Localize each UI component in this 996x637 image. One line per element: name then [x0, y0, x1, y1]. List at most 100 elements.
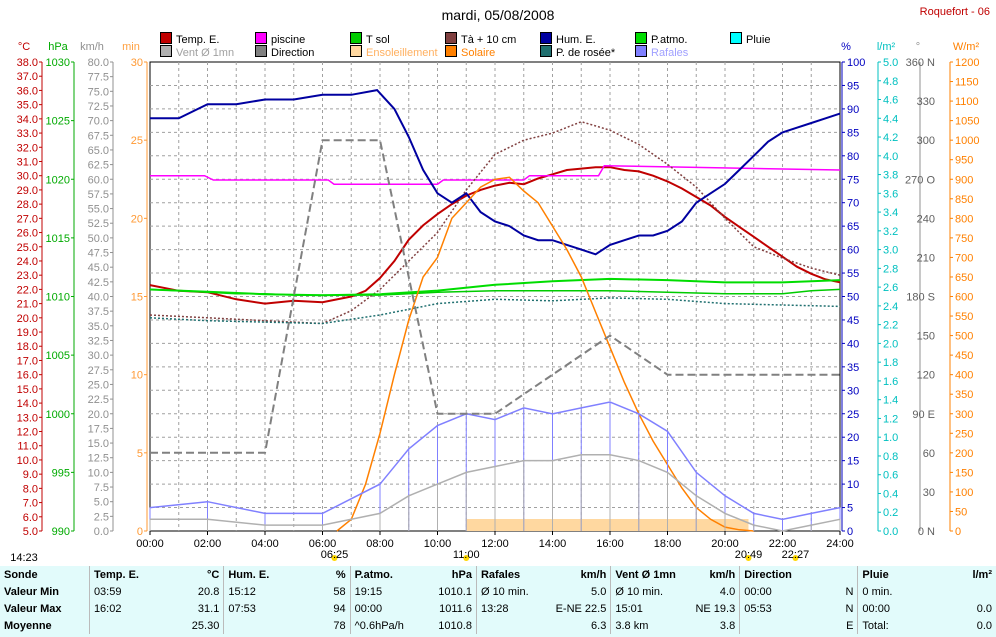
rain-axis-tick-label: 0.0 — [883, 526, 898, 538]
wind-axis-tick-label: 60.0 — [88, 174, 109, 186]
stats-cell: 25.30 — [191, 619, 220, 632]
legend-swatch — [445, 32, 457, 44]
direction-axis-tick-label: 150 — [917, 331, 935, 343]
pressure-axis-tick-label: 1005 — [46, 350, 70, 362]
wind-axis-tick-label: 5.0 — [94, 497, 109, 509]
legend-swatch — [635, 32, 647, 44]
sun-axis-tick-label: 15 — [131, 292, 143, 304]
stats-cell: 1011.6 — [439, 602, 472, 615]
x-tick-label: 06:00 — [309, 538, 337, 550]
wind-axis-tick-label: 0.0 — [94, 526, 109, 538]
legend-label: Vent Ø 1mn — [176, 47, 235, 59]
legend-swatch — [160, 32, 172, 44]
series-vent-1mn — [150, 454, 841, 532]
humidity-axis-tick-label: 90 — [847, 104, 859, 116]
direction-axis-tick-label: 30 — [923, 487, 935, 499]
wind-axis-tick-label: 67.5 — [88, 130, 109, 142]
marker-sunset-dot — [745, 555, 752, 561]
rain-axis-tick-label: 1.2 — [883, 413, 898, 425]
temp-axis-tick-label: 34.0 — [17, 114, 38, 126]
stats-cell: 6.3 — [591, 619, 607, 632]
rain-axis-tick-label: 2.2 — [883, 320, 898, 332]
x-tick-label: 04:00 — [251, 538, 279, 550]
marker-sunrise-label: 11:00 — [453, 549, 480, 561]
pressure-axis-tick-label: 1030 — [46, 57, 70, 69]
legend-item: piscine — [255, 32, 305, 46]
stats-row-label: Moyenne — [4, 619, 52, 632]
rain-axis-tick-label: 3.4 — [883, 207, 898, 219]
stats-cell: 07:53 — [223, 600, 294, 617]
legend-swatch — [350, 32, 362, 44]
wind-axis-tick-label: 42.5 — [88, 277, 109, 289]
stats-row-min: Valeur Min 03:59 20.8 15:12 58 19:15 101… — [0, 583, 996, 600]
stats-cell: 00:00 — [349, 600, 420, 617]
wind-axis-tick-label: 30.0 — [88, 350, 109, 362]
x-tick-label: 14:00 — [539, 538, 567, 550]
stats-table: Sonde Temp. E. °C Hum. E. % P.atmo. hPa … — [0, 566, 996, 634]
sun-axis-tick-label: 5 — [137, 448, 143, 460]
solar-axis-tick-label: 750 — [955, 233, 973, 245]
legend-label: Ensoleillement — [366, 47, 438, 59]
sunshine-band — [466, 519, 749, 531]
temp-axis-tick-label: 18.0 — [17, 341, 38, 353]
rain-axis-tick-label: 2.6 — [883, 282, 898, 294]
sun-axis-tick-label: 0 — [137, 526, 143, 538]
wind-axis-tick-label: 2.5 — [94, 511, 109, 523]
legend-label: P. de rosée* — [556, 47, 616, 59]
sun-axis-tick-label: 30 — [131, 57, 143, 69]
solar-axis-tick-label: 0 — [955, 526, 961, 538]
legend-item: Hum. E. — [540, 32, 596, 46]
x-tick-label: 20:00 — [711, 538, 739, 550]
humidity-axis-tick-label: 45 — [847, 315, 859, 327]
temp-axis-tick-label: 11.0 — [17, 441, 38, 453]
temp-axis-tick-label: 7.0 — [23, 498, 38, 510]
wind-axis-tick-label: 47.5 — [88, 248, 109, 260]
rain-axis-tick-label: 2.8 — [883, 263, 898, 275]
solar-axis-tick-label: 550 — [955, 311, 973, 323]
pressure-axis-tick-label: 1015 — [46, 233, 70, 245]
legend-swatch — [255, 45, 267, 57]
direction-axis-tick-label: 180 S — [906, 292, 935, 304]
direction-axis-tick-label: 210 — [917, 252, 935, 264]
stats-col-press-unit: hPa — [451, 568, 472, 581]
stats-cell: 1010.8 — [438, 619, 472, 632]
direction-axis-tick-label: 0 N — [918, 526, 935, 538]
temp-axis-tick-label: 27.0 — [17, 213, 38, 225]
stats-col-gust-unit: km/h — [580, 568, 607, 581]
solar-axis-tick-label: 950 — [955, 155, 973, 167]
temp-axis-tick-label: 10.0 — [17, 455, 38, 467]
rain-axis-tick-label: 1.8 — [883, 357, 898, 369]
stats-col-wind: Vent Ø 1mn — [610, 566, 681, 583]
stats-cell — [739, 617, 809, 634]
wind-axis-tick-label: 77.5 — [88, 72, 109, 84]
direction-axis-tick-label: 120 — [917, 370, 935, 382]
temp-axis-tick-label: 21.0 — [17, 299, 38, 311]
stats-col-sonde: Sonde — [4, 568, 38, 581]
stats-cell: NE 19.3 — [695, 602, 736, 615]
rain-axis-tick-label: 4.8 — [883, 76, 898, 88]
sun-axis-tick-label: 10 — [131, 370, 143, 382]
stats-col-rain-unit: l/m² — [972, 568, 992, 581]
rain-axis-tick-label: 4.4 — [883, 113, 898, 125]
unit-rain: l/m² — [877, 41, 896, 53]
wind-axis-tick-label: 50.0 — [88, 233, 109, 245]
temp-axis-tick-label: 36.0 — [17, 85, 38, 97]
x-tick-label: 02:00 — [194, 538, 222, 550]
x-tick-label: 22:00 — [769, 538, 797, 550]
pressure-axis-tick-label: 1000 — [46, 409, 70, 421]
legend-item: Direction — [255, 45, 314, 59]
solar-axis-tick-label: 1100 — [955, 96, 979, 108]
wind-axis-tick-label: 72.5 — [88, 101, 109, 113]
rain-axis-tick-label: 3.0 — [883, 245, 898, 257]
solar-axis-tick-label: 850 — [955, 194, 973, 206]
stats-cell: 00:00 — [739, 583, 809, 600]
legend-label: Temp. E. — [176, 34, 220, 46]
humidity-axis-tick-label: 5 — [847, 503, 853, 515]
rain-axis-tick-label: 0.8 — [883, 451, 898, 463]
temp-axis-tick-label: 25.0 — [17, 242, 38, 254]
unit-percent: % — [841, 41, 851, 53]
temp-axis-tick-label: 30.0 — [17, 171, 38, 183]
pressure-axis-tick-label: 1010 — [46, 292, 70, 304]
wind-axis-tick-label: 80.0 — [88, 57, 109, 69]
unit-direction: ° — [916, 41, 920, 53]
